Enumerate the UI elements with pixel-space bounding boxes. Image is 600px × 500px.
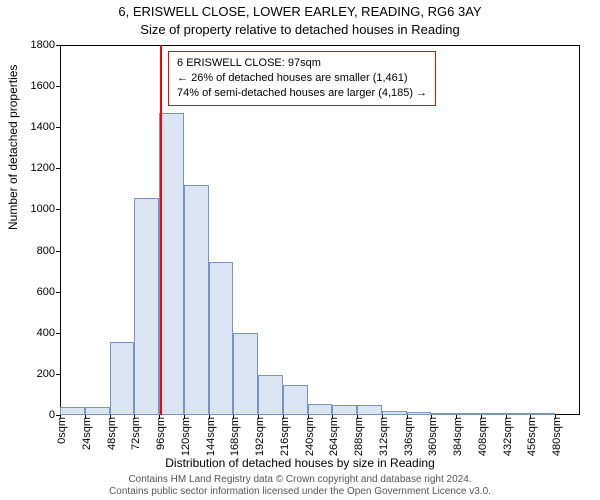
x-tick-mark bbox=[159, 415, 160, 419]
x-tick-label: 192sqm bbox=[254, 417, 266, 456]
x-tick-label: 24sqm bbox=[81, 417, 93, 450]
attribution-line2: Contains public sector information licen… bbox=[0, 486, 600, 498]
x-tick-mark bbox=[431, 415, 432, 419]
legend-line: ← 26% of detached houses are smaller (1,… bbox=[177, 71, 427, 86]
attribution-text: Contains HM Land Registry data © Crown c… bbox=[0, 474, 600, 498]
title-address: 6, ERISWELL CLOSE, LOWER EARLEY, READING… bbox=[0, 4, 600, 19]
x-tick-mark bbox=[407, 415, 408, 419]
x-tick-label: 312sqm bbox=[378, 417, 390, 456]
y-tick-mark bbox=[56, 86, 60, 87]
y-tick-label: 200 bbox=[20, 368, 55, 380]
legend-line: 74% of semi-detached houses are larger (… bbox=[177, 86, 427, 101]
histogram-bar bbox=[209, 262, 234, 415]
y-tick-mark bbox=[56, 292, 60, 293]
y-tick-mark bbox=[56, 45, 60, 46]
x-tick-label: 360sqm bbox=[427, 417, 439, 456]
x-tick-label: 240sqm bbox=[304, 417, 316, 456]
x-tick-label: 480sqm bbox=[551, 417, 563, 456]
histogram-bar bbox=[134, 198, 159, 415]
x-tick-mark bbox=[283, 415, 284, 419]
y-tick-mark bbox=[56, 251, 60, 252]
x-tick-label: 456sqm bbox=[526, 417, 538, 456]
x-tick-mark bbox=[209, 415, 210, 419]
attribution-line1: Contains HM Land Registry data © Crown c… bbox=[0, 474, 600, 486]
histogram-bar bbox=[110, 342, 135, 415]
x-tick-mark bbox=[184, 415, 185, 419]
y-tick-label: 1800 bbox=[20, 39, 55, 51]
x-tick-mark bbox=[357, 415, 358, 419]
y-axis-label: Number of detached properties bbox=[6, 65, 20, 230]
reference-line bbox=[160, 45, 162, 415]
title-subtitle: Size of property relative to detached ho… bbox=[0, 22, 600, 37]
y-tick-mark bbox=[56, 168, 60, 169]
x-tick-mark bbox=[258, 415, 259, 419]
x-tick-mark bbox=[308, 415, 309, 419]
x-tick-label: 168sqm bbox=[229, 417, 241, 456]
x-tick-label: 144sqm bbox=[205, 417, 217, 456]
histogram-bar bbox=[382, 411, 407, 415]
y-tick-label: 400 bbox=[20, 327, 55, 339]
legend-box: 6 ERISWELL CLOSE: 97sqm← 26% of detached… bbox=[168, 51, 436, 106]
x-tick-label: 408sqm bbox=[477, 417, 489, 456]
x-tick-mark bbox=[85, 415, 86, 419]
x-tick-mark bbox=[233, 415, 234, 419]
plot-area: 0200400600800100012001400160018000sqm24s… bbox=[60, 45, 580, 415]
x-tick-mark bbox=[134, 415, 135, 419]
histogram-bar bbox=[506, 413, 531, 415]
histogram-bar bbox=[159, 113, 184, 415]
histogram-bar bbox=[233, 333, 258, 415]
x-tick-mark bbox=[555, 415, 556, 419]
x-tick-label: 72sqm bbox=[130, 417, 142, 450]
x-tick-mark bbox=[332, 415, 333, 419]
x-tick-label: 264sqm bbox=[328, 417, 340, 456]
y-tick-label: 1000 bbox=[20, 203, 55, 215]
x-tick-label: 0sqm bbox=[56, 417, 68, 444]
y-tick-mark bbox=[56, 374, 60, 375]
x-tick-mark bbox=[530, 415, 531, 419]
chart-container: 6, ERISWELL CLOSE, LOWER EARLEY, READING… bbox=[0, 0, 600, 500]
x-tick-label: 48sqm bbox=[106, 417, 118, 450]
histogram-bar bbox=[60, 407, 85, 415]
y-tick-label: 1600 bbox=[20, 80, 55, 92]
x-tick-label: 216sqm bbox=[279, 417, 291, 456]
y-tick-label: 800 bbox=[20, 245, 55, 257]
x-tick-mark bbox=[481, 415, 482, 419]
histogram-bar bbox=[283, 385, 308, 415]
x-tick-mark bbox=[456, 415, 457, 419]
x-axis-label: Distribution of detached houses by size … bbox=[0, 456, 600, 470]
x-tick-mark bbox=[506, 415, 507, 419]
legend-line: 6 ERISWELL CLOSE: 97sqm bbox=[177, 56, 427, 71]
y-tick-label: 1400 bbox=[20, 121, 55, 133]
histogram-bar bbox=[332, 405, 357, 415]
x-tick-label: 288sqm bbox=[353, 417, 365, 456]
histogram-bar bbox=[85, 407, 110, 415]
x-tick-label: 96sqm bbox=[155, 417, 167, 450]
y-tick-label: 600 bbox=[20, 286, 55, 298]
x-tick-mark bbox=[382, 415, 383, 419]
x-tick-label: 336sqm bbox=[403, 417, 415, 456]
y-tick-label: 1200 bbox=[20, 162, 55, 174]
histogram-bar bbox=[456, 413, 481, 415]
x-tick-mark bbox=[110, 415, 111, 419]
y-tick-mark bbox=[56, 333, 60, 334]
histogram-bar bbox=[184, 185, 209, 415]
x-tick-label: 120sqm bbox=[180, 417, 192, 456]
y-tick-label: 0 bbox=[20, 409, 55, 421]
histogram-bar bbox=[431, 413, 456, 415]
histogram-bar bbox=[357, 405, 382, 415]
histogram-bar bbox=[407, 412, 432, 415]
x-tick-label: 432sqm bbox=[502, 417, 514, 456]
histogram-bar bbox=[481, 413, 506, 415]
x-tick-label: 384sqm bbox=[452, 417, 464, 456]
histogram-bar bbox=[308, 404, 333, 415]
histogram-bar bbox=[530, 413, 555, 415]
x-tick-mark bbox=[60, 415, 61, 419]
y-tick-mark bbox=[56, 209, 60, 210]
histogram-bar bbox=[258, 375, 283, 415]
y-tick-mark bbox=[56, 127, 60, 128]
